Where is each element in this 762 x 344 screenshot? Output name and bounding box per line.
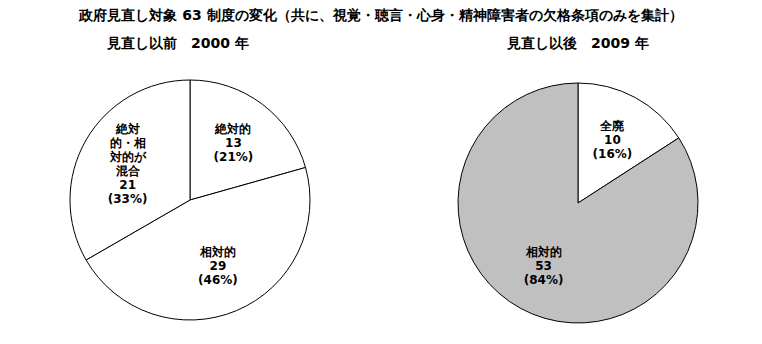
slice-value: 13	[225, 136, 242, 150]
slice-value: 29	[210, 259, 227, 273]
slice-category-line: 的・相	[110, 136, 146, 150]
slice-percent: (21%)	[214, 150, 254, 164]
slice-category-line: 全廃	[599, 119, 624, 133]
slice-category: 絶対的・相対的が混合	[109, 122, 147, 178]
slice-category-line: 相対的	[199, 245, 236, 259]
slice-category-line: 相対的	[525, 245, 562, 259]
pie-slice	[458, 83, 698, 323]
main-title: 政府見直し対象 63 制度の変化（共に、視覚・聴言・心身・精神障害者の欠格条項の…	[78, 7, 682, 23]
slice-category: 全廃	[599, 119, 624, 133]
pie-slices	[70, 80, 310, 320]
pie-slices	[458, 83, 698, 323]
slice-category-line: 絶対的	[214, 122, 251, 136]
slice-category-line: 絶対	[115, 122, 140, 136]
slice-percent: (46%)	[198, 273, 238, 287]
slice-category: 絶対的	[214, 122, 251, 136]
slice-category-line: 対的が	[109, 150, 147, 164]
slice-category-line: 混合	[115, 164, 141, 178]
slice-value: 21	[119, 178, 136, 192]
chart-canvas: 政府見直し対象 63 制度の変化（共に、視覚・聴言・心身・精神障害者の欠格条項の…	[0, 0, 762, 344]
pie-slice	[86, 167, 310, 320]
pie-title: 見直し以後 2009 年	[506, 35, 649, 51]
slice-category: 相対的	[525, 245, 562, 259]
pie-title: 見直し以前 2000 年	[106, 35, 249, 51]
pie-slice	[70, 80, 190, 260]
slice-category: 相対的	[199, 245, 236, 259]
slice-value: 10	[604, 133, 621, 147]
slice-percent: (33%)	[108, 192, 148, 206]
slice-percent: (16%)	[593, 147, 633, 161]
slice-value: 53	[535, 259, 552, 273]
slice-percent: (84%)	[524, 273, 564, 287]
